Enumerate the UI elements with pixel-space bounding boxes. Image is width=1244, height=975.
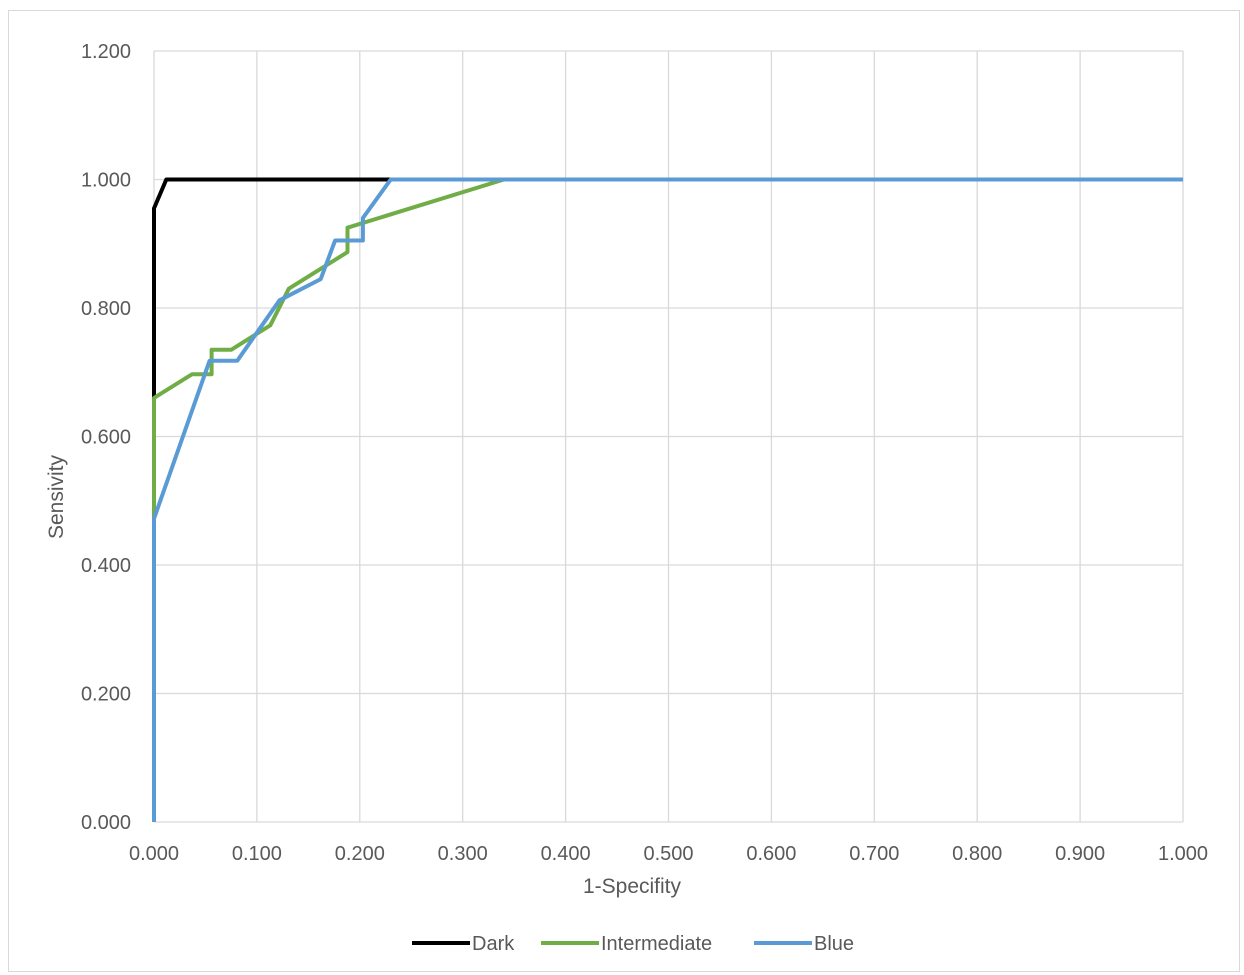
- series-line-blue: [152, 177, 1183, 822]
- legend-label: Intermediate: [601, 933, 712, 955]
- x-axis-ticks: 0.000 0.100 0.200 0.300 0.400 0.500 0.600 0.700…: [129, 843, 1208, 865]
- x-tick-label: 0.000: [129, 843, 179, 865]
- y-tick-label: 1.000: [81, 170, 131, 192]
- x-tick-label: 0.600: [746, 843, 796, 865]
- y-tick-label: 1.200: [81, 41, 131, 63]
- chart-frame: [8, 10, 1240, 972]
- x-tick-label: 0.200: [335, 843, 385, 865]
- x-tick-label: 0.700: [849, 843, 899, 865]
- series-lines: [152, 177, 1183, 822]
- x-tick-label: 0.100: [232, 843, 282, 865]
- x-tick-label: 0.400: [541, 843, 591, 865]
- x-tick-label: 1.000: [1158, 843, 1208, 865]
- y-tick-label: 0.000: [81, 812, 131, 834]
- y-tick-label: 0.400: [81, 555, 131, 577]
- y-tick-label: 0.200: [81, 684, 131, 706]
- legend: Dark Intermediate Blue: [412, 933, 854, 955]
- x-tick-label: 0.300: [438, 843, 488, 865]
- y-tick-label: 0.800: [81, 298, 131, 320]
- legend-label: Dark: [472, 933, 515, 955]
- series-line-intermediate: [152, 177, 1183, 822]
- x-tick-label: 0.500: [643, 843, 693, 865]
- y-tick-label: 0.600: [81, 427, 131, 449]
- legend-item-dark: Dark: [412, 933, 515, 955]
- x-tick-label: 0.900: [1055, 843, 1105, 865]
- x-tick-label: 0.800: [952, 843, 1002, 865]
- legend-item-blue: Blue: [754, 933, 854, 955]
- legend-item-intermediate: Intermediate: [541, 933, 712, 955]
- gridlines: [153, 50, 1184, 823]
- legend-label: Blue: [814, 933, 854, 955]
- y-axis-ticks: 0.000 0.200 0.400 0.600 0.800 1.000 1.200: [81, 41, 131, 834]
- y-axis-title: Sensivity: [45, 454, 68, 539]
- x-axis-title: 1-Specifity: [583, 875, 682, 898]
